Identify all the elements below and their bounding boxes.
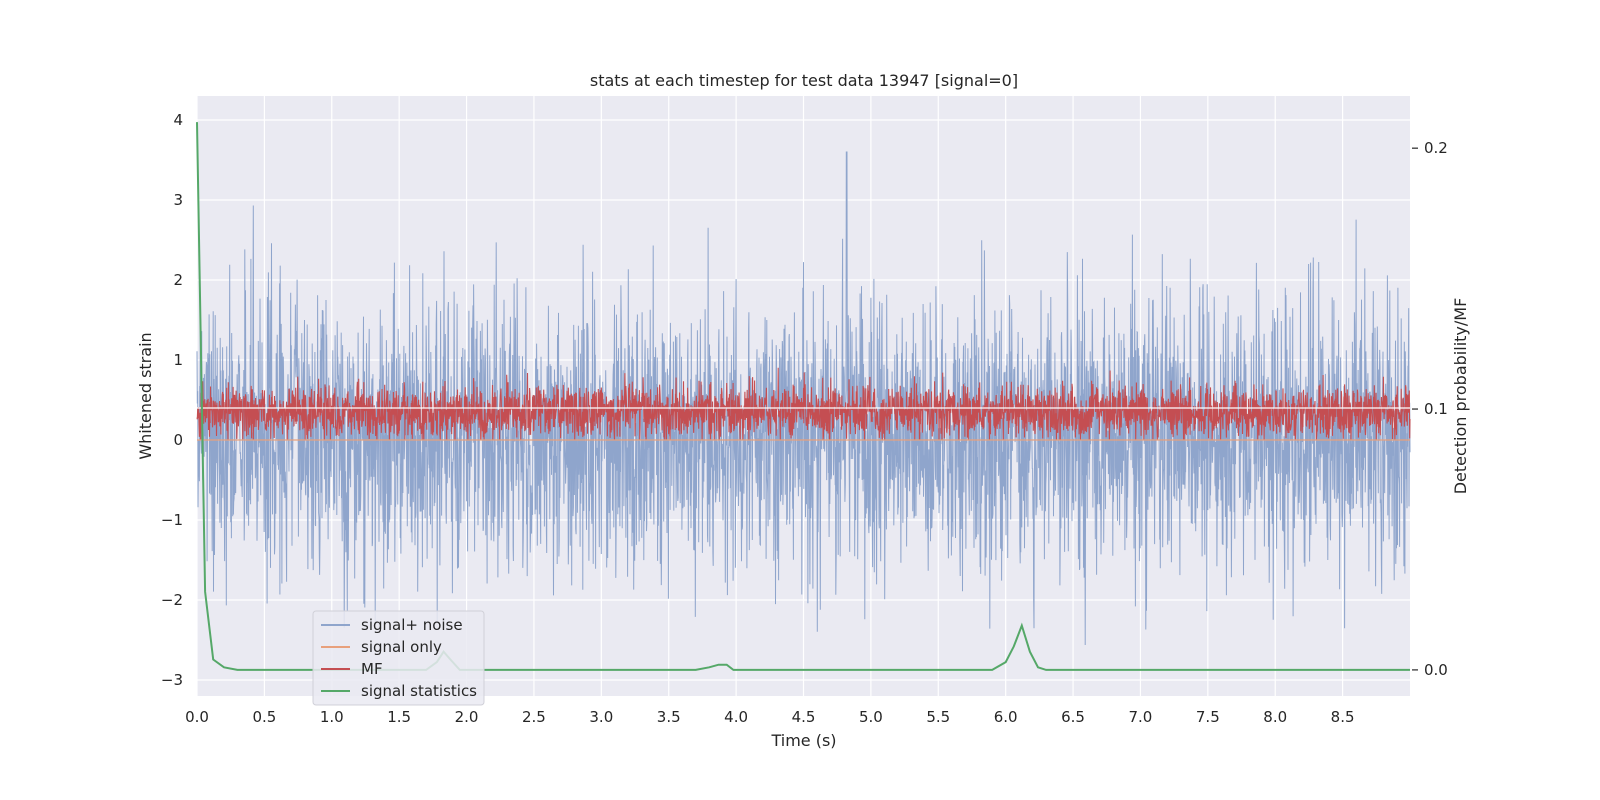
y-tick-label: 4: [173, 111, 183, 129]
x-tick-label: 5.0: [859, 708, 883, 726]
y-tick-label: −2: [161, 591, 183, 609]
x-tick-label: 6.0: [994, 708, 1018, 726]
legend-box: [312, 610, 485, 706]
x-tick-label: 8.0: [1263, 708, 1287, 726]
y-right-tick-label: 0.1: [1424, 400, 1448, 418]
x-tick-label: 8.5: [1331, 708, 1355, 726]
y-right-tick-label: 0.0: [1424, 661, 1448, 679]
y-tick-label: −3: [161, 671, 183, 689]
x-tick-label: 7.5: [1196, 708, 1220, 726]
x-tick-label: 7.0: [1129, 708, 1153, 726]
y-axis-label: Whitened strain: [136, 332, 155, 459]
y-axis-ticks: 4 3 2 1 0 −1 −2 −3: [161, 111, 183, 689]
line-signal-plus-noise: [196, 151, 1411, 646]
y-tick-label: 3: [173, 191, 183, 209]
series-signal-plus-noise: [196, 151, 1411, 646]
x-tick-label: 0.5: [252, 708, 276, 726]
x-tick-label: 0.0: [185, 708, 209, 726]
x-tick-label: 1.0: [320, 708, 344, 726]
series-mf: [196, 367, 1411, 441]
chart-title: stats at each timestep for test data 139…: [590, 71, 1018, 90]
x-tick-label: 2.5: [522, 708, 546, 726]
x-axis-label: Time (s): [770, 731, 836, 750]
x-tick-label: 5.5: [926, 708, 950, 726]
x-tick-label: 4.5: [792, 708, 816, 726]
legend-label-signal-only: signal only: [361, 638, 442, 656]
x-tick-label: 3.5: [657, 708, 681, 726]
line-mf: [196, 367, 1411, 441]
x-tick-label: 1.5: [387, 708, 411, 726]
y-right-axis-label: Detection probability/MF: [1451, 298, 1470, 495]
y-tick-label: 2: [173, 271, 183, 289]
line-signal-statistics: [196, 122, 1410, 671]
legend-label-signal-plus-noise: signal+ noise: [361, 616, 463, 634]
y-tick-label: 1: [173, 351, 183, 369]
x-tick-label: 2.0: [455, 708, 479, 726]
series-signal-statistics: [196, 122, 1410, 671]
y-right-axis-ticks: 0.2 0.1 0.0: [1412, 139, 1448, 679]
legend: signal+ noise signal only MF signal stat…: [312, 610, 485, 706]
x-tick-label: 3.0: [589, 708, 613, 726]
x-axis-ticks: 0.0 0.5 1.0 1.5 2.0 2.5 3.0 3.5 4.0 4.5 5.0 5.5 6.0 6…: [185, 708, 1354, 726]
y-tick-label: 0: [173, 431, 183, 449]
legend-label-signal-statistics: signal statistics: [361, 682, 477, 700]
y-tick-label: −1: [161, 511, 183, 529]
x-tick-label: 6.5: [1061, 708, 1085, 726]
y-right-tick-label: 0.2: [1424, 139, 1448, 157]
x-tick-label: 4.0: [724, 708, 748, 726]
legend-label-mf: MF: [361, 660, 383, 678]
